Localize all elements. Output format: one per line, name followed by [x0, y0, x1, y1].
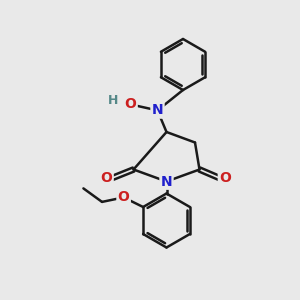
Text: N: N: [152, 103, 163, 117]
Text: H: H: [108, 94, 118, 107]
Text: O: O: [100, 172, 112, 185]
Text: O: O: [118, 190, 130, 204]
Text: O: O: [219, 172, 231, 185]
Text: N: N: [161, 175, 172, 188]
Text: O: O: [124, 98, 136, 111]
